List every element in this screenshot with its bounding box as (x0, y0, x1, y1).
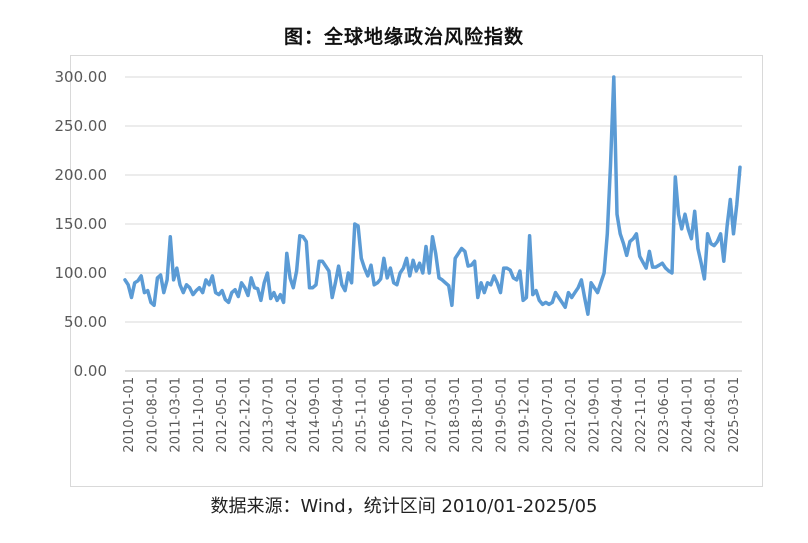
series-layer (123, 75, 742, 316)
x-tick-label: 2024-08-01 (704, 377, 719, 453)
x-tick-label: 2019-12-01 (518, 377, 533, 453)
grid-lines (125, 76, 742, 323)
chart-frame (70, 55, 763, 487)
x-tick-label: 2023-06-01 (657, 377, 672, 453)
x-tick-label: 2018-10-01 (471, 377, 486, 453)
y-tick-label: 100.00 (55, 264, 108, 282)
x-tick-label: 2011-03-01 (169, 377, 184, 453)
x-tick-label: 2012-05-01 (215, 377, 230, 453)
x-tick-label: 2021-09-01 (587, 377, 602, 453)
x-tick-label: 2022-11-01 (634, 377, 649, 453)
series-line (123, 75, 742, 316)
x-tick-label: 2017-01-01 (401, 377, 416, 453)
source-note: 数据来源：Wind，统计区间 2010/01-2025/05 (210, 496, 598, 517)
x-tick-label: 2016-06-01 (378, 377, 393, 453)
y-tick-label: 0.00 (74, 362, 107, 380)
y-tick-labels: 0.00 50.00 100.00 150.00 200.00 250.00 300.00 (55, 68, 108, 380)
y-tick-label: 50.00 (64, 313, 107, 331)
x-tick-label: 2011-10-01 (192, 377, 207, 453)
x-tick-label: 2014-09-01 (308, 377, 323, 453)
y-tick-label: 300.00 (55, 68, 108, 86)
x-tick-label: 2013-07-01 (262, 377, 277, 453)
x-tick-label: 2012-12-01 (238, 377, 253, 453)
y-tick-label: 200.00 (55, 166, 108, 184)
x-tick-label: 2019-05-01 (494, 377, 509, 453)
x-tick-label: 2010-08-01 (145, 377, 160, 453)
x-tick-label: 2014-02-01 (285, 377, 300, 453)
x-tick-label: 2015-11-01 (355, 377, 370, 453)
x-tick-label: 2018-03-01 (448, 377, 463, 453)
x-tick-labels: 2010-01-01 2010-08-01 2011-03-01 2011-10-01… (122, 377, 742, 453)
chart-title: 图：全球地缘政治风险指数 (283, 26, 524, 48)
x-tick-label: 2010-01-01 (122, 377, 137, 453)
x-tick-label: 2025-03-01 (727, 377, 742, 453)
x-tick-label: 2021-02-01 (564, 377, 579, 453)
x-tick-label: 2020-07-01 (541, 377, 556, 453)
y-tick-label: 250.00 (55, 117, 108, 135)
x-tick-label: 2024-01-01 (680, 377, 695, 453)
x-tick-label: 2015-04-01 (331, 377, 346, 453)
y-tick-label: 150.00 (55, 215, 108, 233)
x-tick-label: 2022-04-01 (611, 377, 626, 453)
x-tick-label: 2017-08-01 (425, 377, 440, 453)
